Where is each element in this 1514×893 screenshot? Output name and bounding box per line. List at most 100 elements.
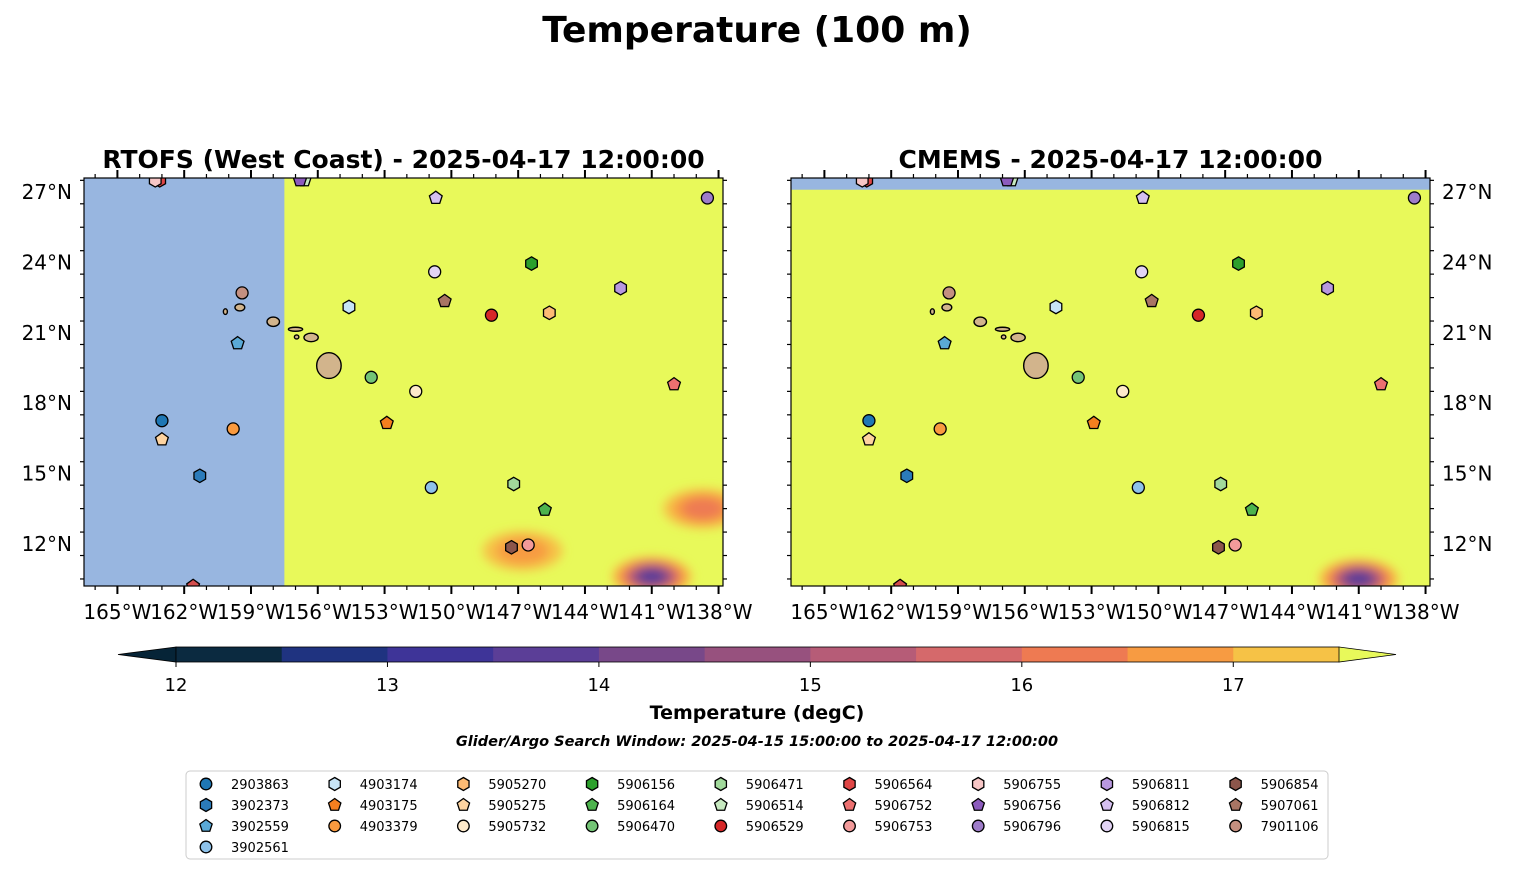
legend-item: 5906752 <box>842 797 932 814</box>
legend-label: 5906471 <box>746 778 804 793</box>
x-tick-label: 159°W <box>924 600 992 624</box>
legend-item: 5906755 <box>971 776 1061 793</box>
map-frame <box>83 177 724 587</box>
float-marker <box>1214 476 1228 492</box>
x-tick-label: 147°W <box>1191 600 1259 624</box>
island-oahu <box>266 316 281 328</box>
legend-label: 4903174 <box>360 778 418 793</box>
legend-label: 3902561 <box>231 841 289 856</box>
legend-label: 4903379 <box>360 820 418 835</box>
colorbar: 12 13 14 15 16 17 <box>117 646 1397 696</box>
colorbar-tick-label: 17 <box>1222 675 1245 696</box>
legend-item: 5906529 <box>714 819 804 835</box>
float-marker <box>148 178 162 188</box>
x-tick-label: 138°W <box>1392 600 1460 624</box>
legend-item: 3902373 <box>199 797 289 814</box>
legend-frame <box>185 770 1329 860</box>
legend-item: 5905270 <box>457 776 546 793</box>
no-data-region <box>84 178 285 586</box>
float-marker <box>1191 308 1206 322</box>
legend-marker <box>456 819 470 833</box>
legend-marker <box>714 819 728 833</box>
legend-marker <box>713 797 728 811</box>
legend-label: 5905275 <box>488 799 546 814</box>
x-tick-label: 147°W <box>484 600 552 624</box>
colorbar-frame <box>175 646 1340 663</box>
legend-label: 5906156 <box>617 778 675 793</box>
colorbar-tick-label: 12 <box>165 675 188 696</box>
colorbar-band <box>493 647 600 662</box>
float-marker <box>1135 190 1150 205</box>
y-tick-label: 24°N <box>22 250 72 274</box>
legend-label: 5906564 <box>875 778 933 793</box>
legend-marker <box>457 776 470 792</box>
float-marker <box>999 178 1015 187</box>
colorbar-tick-label: 14 <box>587 675 610 696</box>
y-tick-label: 15°N <box>1442 461 1492 485</box>
legend-item: 5906470 <box>585 819 675 835</box>
legend-label: 5905270 <box>488 778 546 793</box>
legend-label: 5905732 <box>488 820 546 835</box>
legend-item: 5906796 <box>971 819 1061 835</box>
y-tick-label: 21°N <box>1442 321 1492 345</box>
panel-title: RTOFS (West Coast) - 2025-04-17 12:00:00 <box>102 145 704 174</box>
float-marker <box>1144 293 1159 308</box>
float-marker <box>900 468 914 484</box>
legend-marker <box>456 797 471 811</box>
map-panel-2: CMEMS - 2025-04-17 12:00:00 165°W162°W159… <box>787 145 1492 624</box>
panel-title: CMEMS - 2025-04-17 12:00:00 <box>899 145 1323 174</box>
no-data-region <box>791 178 1430 190</box>
legend-item: 5906815 <box>1100 819 1190 835</box>
float-marker <box>507 476 521 492</box>
cool-water-patch <box>662 488 723 529</box>
colorbar-band <box>1021 647 1129 662</box>
legend-marker <box>199 840 213 854</box>
float-marker <box>428 265 442 279</box>
legend-item: 5906514 <box>713 797 804 814</box>
legend-marker <box>1100 776 1114 792</box>
island-niihau <box>222 308 229 316</box>
legend-item: 3902559 <box>199 818 289 835</box>
legend-label: 5906755 <box>1003 778 1061 793</box>
float-marker <box>437 293 452 308</box>
island-oahu <box>973 316 988 328</box>
colorbar-band <box>916 647 1023 662</box>
x-tick-label: 138°W <box>685 600 753 624</box>
legend-item: 5907061 <box>1228 797 1319 814</box>
temperature-field <box>791 178 1430 586</box>
colorbar-tick-label: 13 <box>376 675 399 696</box>
island-lanai <box>1000 334 1007 340</box>
cool-water-patch <box>611 556 692 586</box>
legend-label: 5906854 <box>1261 778 1319 793</box>
legend-label: 4903175 <box>360 799 418 814</box>
legend-marker <box>199 797 213 813</box>
colorbar-extend-high <box>1338 646 1397 663</box>
x-tick-label: 153°W <box>351 600 419 624</box>
legend-marker <box>585 797 600 811</box>
float-marker <box>185 578 201 586</box>
float-marker <box>1212 539 1225 555</box>
float-marker <box>542 305 556 321</box>
colorbar-band <box>1127 647 1234 662</box>
legend-item: 5906854 <box>1229 776 1319 793</box>
legend-label: 5906812 <box>1132 799 1190 814</box>
float-marker <box>292 178 308 187</box>
y-tick-label: 21°N <box>22 321 72 345</box>
island-maui <box>1010 332 1026 343</box>
legend-item: 2903863 <box>199 777 289 793</box>
x-tick-label: 141°W <box>1325 600 1393 624</box>
float-marker <box>1407 191 1422 205</box>
float-marker <box>505 539 518 555</box>
float-marker <box>537 502 553 516</box>
float-marker <box>1373 376 1389 391</box>
legend-item: 5906753 <box>843 819 932 835</box>
legend-label: 5906470 <box>617 820 675 835</box>
legend-item: 5905275 <box>456 797 546 814</box>
float-marker <box>235 286 249 300</box>
float-marker <box>155 414 169 428</box>
y-tick-label: 12°N <box>1442 532 1492 556</box>
suptitle: Temperature (100 m) <box>542 10 972 51</box>
colorbar-band <box>176 647 283 662</box>
float-marker <box>700 191 715 205</box>
